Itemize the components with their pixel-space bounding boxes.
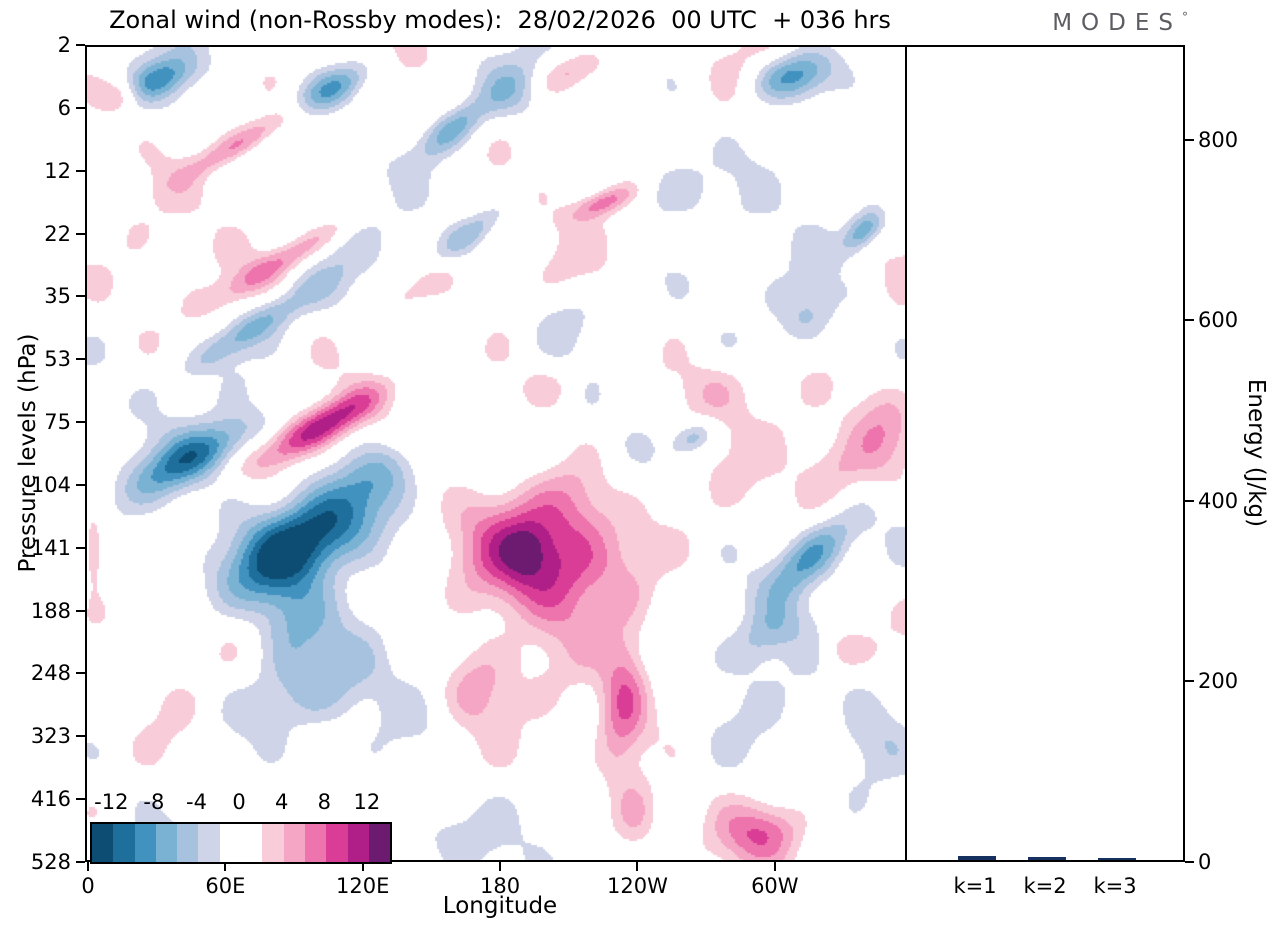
- wavenumber-label: k=1: [953, 874, 997, 898]
- y-tick-mark: [76, 295, 85, 298]
- energy-bar-k=2: [1028, 857, 1066, 860]
- colorbar-swatch: [177, 824, 199, 862]
- colorbar-swatch: [241, 824, 263, 862]
- y-tick-label: 6: [57, 95, 71, 120]
- x-tick-label: 60E: [205, 874, 246, 898]
- energy-tick-label: 600: [1198, 308, 1239, 333]
- y-tick-mark: [76, 232, 85, 235]
- colorbar-swatch: [92, 824, 114, 862]
- y-tick-mark: [76, 358, 85, 361]
- figure-title: Zonal wind (non-Rossby modes): 28/02/202…: [109, 6, 891, 34]
- colorbar: [90, 822, 393, 864]
- y-tick-label: 528: [30, 850, 71, 874]
- energy-tick-label: 400: [1198, 488, 1239, 513]
- y-tick-mark: [76, 483, 85, 486]
- energy-tick-mark: [1185, 319, 1194, 322]
- energy-tick-mark: [1185, 499, 1194, 502]
- y-tick-label: 53: [44, 347, 71, 372]
- y-tick-label: 248: [30, 661, 71, 686]
- energy-tick-mark: [1185, 680, 1194, 683]
- colorbar-tick-label: 4: [275, 790, 289, 814]
- x-tick-mark: [499, 862, 502, 871]
- y-tick-label: 35: [44, 284, 71, 309]
- y-tick-label: 75: [44, 410, 71, 435]
- colorbar-swatch: [198, 824, 220, 862]
- y-tick-label: 2: [57, 33, 71, 57]
- colorbar-swatch: [347, 824, 369, 862]
- y-tick-mark: [76, 421, 85, 424]
- energy-tick-label: 200: [1198, 669, 1239, 694]
- y-tick-label: 416: [30, 787, 71, 812]
- y-tick-label: 12: [44, 158, 71, 183]
- x-tick-label: 120E: [336, 874, 390, 898]
- y-tick-label: 141: [30, 535, 71, 560]
- energy-tick-mark: [1185, 138, 1194, 141]
- y-tick-label: 323: [30, 724, 71, 749]
- energy-axis-label: Energy (J/kg): [1243, 378, 1269, 528]
- y-tick-label: 22: [44, 221, 71, 246]
- colorbar-swatch: [262, 824, 284, 862]
- degree-mark: °: [1182, 10, 1188, 24]
- colorbar-tick-label: 8: [317, 790, 331, 814]
- colorbar-tick-label: 12: [353, 790, 381, 814]
- x-tick-label: 180: [480, 874, 521, 898]
- y-tick-mark: [76, 546, 85, 549]
- colorbar-swatch: [155, 824, 178, 862]
- y-tick-label: 104: [30, 472, 71, 497]
- plot-area: -12 -8 -4 0 4 8 12: [85, 45, 1185, 864]
- colorbar-swatch: [219, 824, 242, 862]
- colorbar-swatch: [368, 824, 391, 862]
- y-tick-mark: [76, 609, 85, 612]
- y-tick-mark: [76, 735, 85, 738]
- colorbar-tick-label: -4: [186, 790, 207, 814]
- energy-bar-k=1: [958, 855, 996, 860]
- x-tick-mark: [87, 862, 89, 871]
- energy-tick-label: 800: [1198, 127, 1239, 152]
- colorbar-tick-label: -12: [94, 790, 129, 814]
- energy-tick-label: 0: [1198, 850, 1212, 874]
- y-tick-mark: [76, 672, 85, 675]
- y-tick-mark: [76, 44, 85, 46]
- colorbar-swatch: [134, 824, 156, 862]
- energy-tick-mark: [1185, 861, 1194, 863]
- energy-bar-k=3: [1098, 858, 1136, 860]
- x-tick-mark: [361, 862, 364, 871]
- wavenumber-label: k=3: [1093, 874, 1137, 898]
- colorbar-swatch: [326, 824, 348, 862]
- x-tick-label: 60W: [751, 874, 799, 898]
- y-tick-label: 188: [30, 598, 71, 623]
- modes-logo-text: MODES: [1052, 10, 1182, 36]
- x-tick-mark: [636, 862, 639, 871]
- x-tick-mark: [224, 862, 227, 871]
- colorbar-swatch: [304, 824, 327, 862]
- x-axis-label: Longitude: [442, 893, 558, 919]
- y-tick-mark: [76, 861, 85, 863]
- x-tick-label: 120W: [607, 874, 668, 898]
- wavenumber-label: k=2: [1023, 874, 1067, 898]
- colorbar-tick-label: 0: [232, 790, 246, 814]
- colorbar-tick-label: -8: [143, 790, 165, 814]
- colorbar-swatch: [113, 824, 135, 862]
- y-tick-mark: [76, 798, 85, 801]
- x-tick-label: 0: [81, 874, 95, 898]
- energy-bar-panel: [905, 47, 1183, 860]
- x-tick-mark: [773, 862, 776, 871]
- y-tick-mark: [76, 169, 85, 172]
- modes-logo: MODES°: [1052, 10, 1188, 36]
- contour-canvas: [87, 47, 905, 860]
- y-tick-mark: [76, 106, 85, 109]
- colorbar-swatch: [283, 824, 305, 862]
